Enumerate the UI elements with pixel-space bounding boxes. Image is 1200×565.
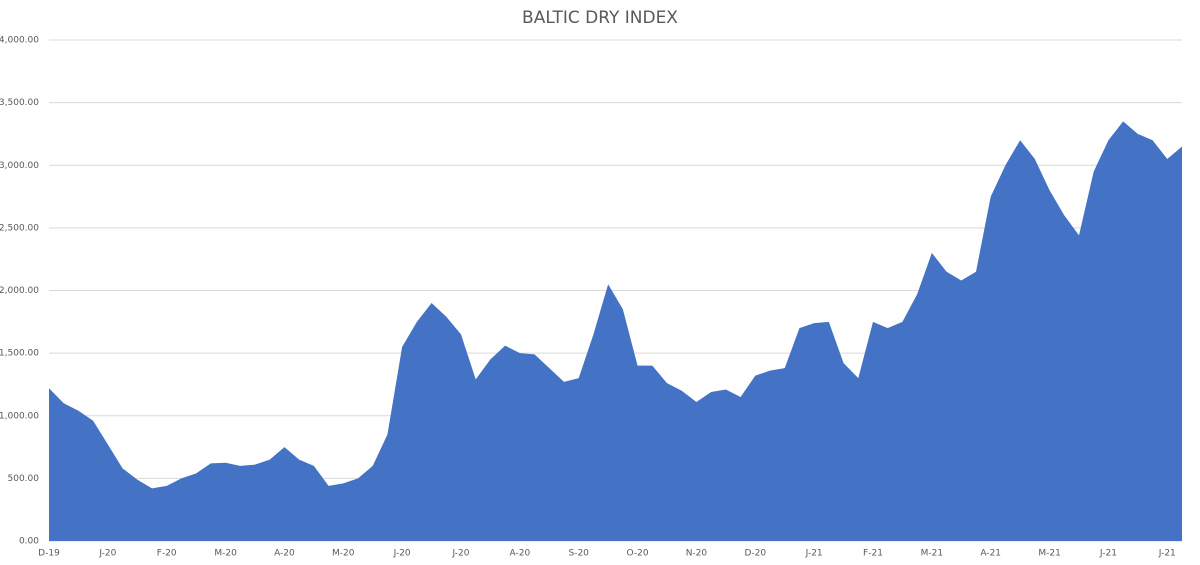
y-tick-label: 500.00 [8,474,40,484]
chart-title: BALTIC DRY INDEX [522,8,678,28]
y-tick-label: 1,500.00 [0,349,39,359]
x-tick-label: M-20 [332,549,355,559]
x-tick-label: N-20 [686,549,708,559]
x-tick-label: O-20 [627,549,649,559]
x-tick-label: J-21 [1099,549,1117,559]
x-tick-label: M-21 [921,549,943,559]
y-tick-label: 2,000.00 [0,286,39,296]
area [49,121,1182,541]
x-tick-label: M-20 [214,549,237,559]
x-tick-label: D-19 [38,549,60,559]
x-tick-label: D-20 [744,549,766,559]
x-tick-label: J-20 [393,549,411,559]
y-tick-label: 4,000.00 [0,36,39,46]
x-tick-label: F-20 [157,549,177,559]
x-tick-label: F-21 [863,549,883,559]
x-tick-label: J-21 [1158,549,1176,559]
x-tick-label: A-21 [980,549,1001,559]
x-tick-label: M-21 [1038,549,1060,559]
y-tick-label: 1,000.00 [0,411,39,421]
x-tick-label: A-20 [510,549,531,559]
x-tick-label: S-20 [569,549,590,559]
x-tick-label: J-20 [98,549,116,559]
x-tick-label: A-20 [274,549,295,559]
y-tick-label: 0.00 [19,537,39,547]
y-tick-label: 2,500.00 [0,223,39,233]
x-tick-label: J-20 [451,549,469,559]
x-tick-label: J-21 [805,549,823,559]
y-tick-label: 3,000.00 [0,161,39,171]
y-tick-label: 3,500.00 [0,98,39,108]
